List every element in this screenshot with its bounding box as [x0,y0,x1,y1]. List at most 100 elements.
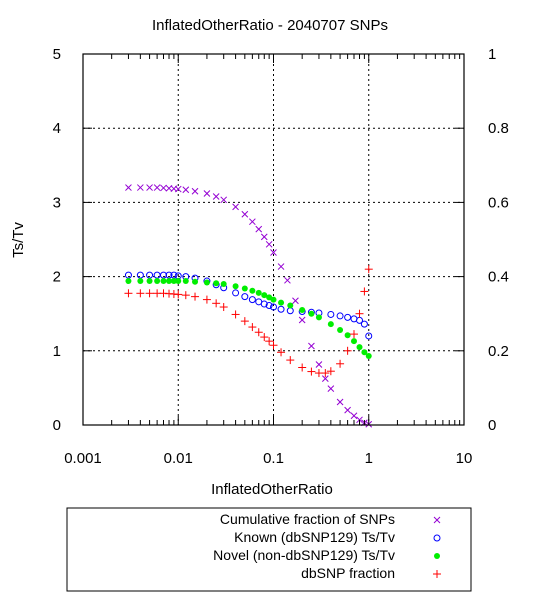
data-point [365,352,372,359]
data-point [355,309,364,318]
legend-marker [433,534,441,542]
data-point [146,184,153,191]
y2-tick-label: 0.2 [488,343,509,360]
legend-marker [434,553,440,559]
data-point [254,328,263,337]
data-point [356,416,363,424]
y2-tick-label: 0.8 [488,120,509,137]
data-point [270,296,277,303]
data-point [240,317,249,326]
series-0 [125,184,373,428]
data-point [344,313,352,321]
series-2 [125,278,372,359]
y-tick-label: 0 [53,417,61,434]
y-tick-label: 4 [53,120,61,137]
data-point [326,367,335,376]
legend-box [66,507,472,592]
data-point [182,186,190,194]
data-point [249,287,256,294]
data-point [174,290,183,299]
y-tick-label: 3 [53,194,61,211]
data-point [124,289,133,298]
data-point [182,278,189,285]
data-point [321,369,330,378]
data-point [315,314,322,321]
plot-area [124,184,373,428]
data-point [153,184,161,191]
data-point [261,292,268,299]
data-point [166,278,173,285]
data-point [220,196,228,204]
data-point [360,287,369,296]
data-point [344,406,351,414]
data-point [350,412,358,420]
data-point [337,327,344,334]
data-point [265,240,273,248]
data-point [321,375,329,382]
data-point [299,306,306,313]
legend-label: Cumulative fraction of SNPs [220,511,395,527]
data-point [125,278,132,285]
data-point [260,233,268,241]
data-point [202,295,211,304]
data-point [327,385,335,392]
data-point [136,289,145,298]
data-point [203,190,211,197]
data-point [174,185,182,193]
data-point [125,184,132,191]
data-point [191,292,200,301]
data-point [277,348,286,357]
data-point [191,187,199,195]
data-point [265,302,273,310]
grid [83,54,464,425]
data-point [336,312,344,320]
data-point [350,338,357,345]
data-point [360,320,368,328]
data-point [307,367,316,376]
data-point [160,184,167,192]
axis-ticks: 0.001 0.01 0.1 1 10 0 1 2 3 4 5 0 0.2 0.4 0.6 0.8 1 [53,46,509,467]
x-tick-label: 10 [456,450,473,467]
y2-tick-label: 0.6 [488,194,509,211]
x-tick-label: 0.001 [64,450,102,467]
y2-tick-label: 0 [488,417,496,434]
data-point [270,249,277,256]
data-point [344,332,351,339]
data-point [137,278,144,285]
data-point [255,225,263,233]
data-point [364,265,373,274]
x-tick-label: 0.01 [164,450,193,467]
data-point [175,278,182,285]
y-tick-label: 2 [53,269,61,286]
data-point [286,307,294,315]
data-point [136,271,144,279]
data-point [365,332,373,340]
data-point [203,279,210,286]
data-point [160,278,167,285]
data-point [278,299,285,306]
data-point [327,310,335,318]
data-point [145,289,154,298]
data-point [219,303,228,312]
legend-marker [433,516,441,524]
y-axis-title: Ts/Tv [10,222,27,258]
data-point [170,278,177,285]
data-point [284,276,291,284]
data-point [232,203,239,211]
legend-label: Known (dbSNP129) Ts/Tv [234,529,395,545]
data-point [260,300,268,308]
data-point [192,278,199,285]
data-point [153,271,161,279]
data-point [361,349,368,356]
data-point [248,323,257,332]
data-point [277,263,285,270]
data-point [336,398,344,406]
data-point [249,218,256,226]
y2-tick-label: 1 [488,46,496,63]
data-point [260,333,269,342]
data-point [308,310,315,317]
x-tick-label: 1 [365,450,373,467]
data-point [248,296,256,304]
data-point [213,280,220,287]
